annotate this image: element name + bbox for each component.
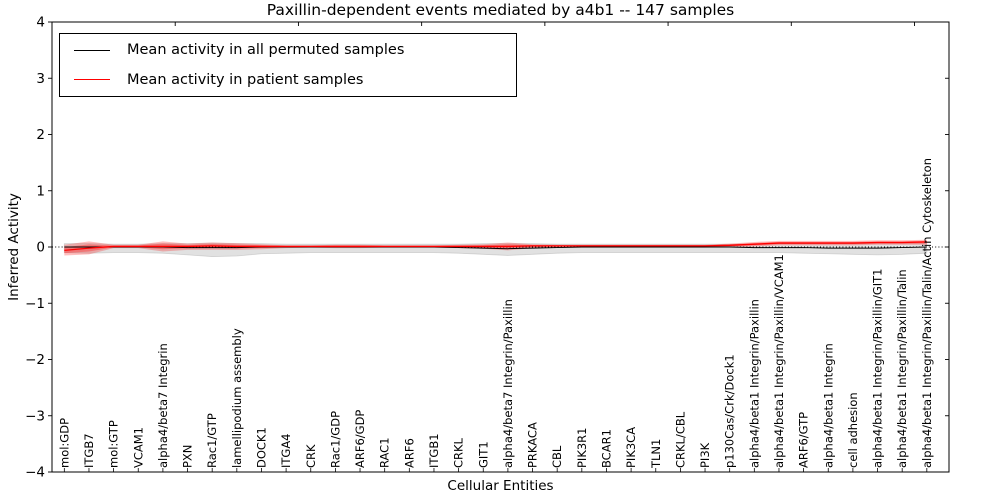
x-tick-label: PRKACA xyxy=(526,422,540,468)
x-tick-label: ITGB7 xyxy=(82,433,96,468)
x-tick-label: VCAM1 xyxy=(131,427,145,468)
x-tick-label: CRKL xyxy=(452,437,466,468)
x-tick-label: GIT1 xyxy=(476,441,490,468)
x-tick-label: ITGA4 xyxy=(279,433,293,468)
x-tick-label: lamellipodium assembly xyxy=(230,328,244,468)
x-tick-label: PIK3R1 xyxy=(575,428,589,469)
x-axis-label: Cellular Entities xyxy=(447,478,554,494)
x-tick-label: Rac1/GDP xyxy=(328,411,342,468)
x-tick-label: alpha4/beta1 Integrin/Paxillin/Talin xyxy=(895,269,909,468)
x-tick-label: PI3K xyxy=(698,442,712,468)
legend-label-permuted: Mean activity in all permuted samples xyxy=(127,42,405,59)
x-tick-label: p130Cas/Crk/Dock1 xyxy=(723,354,737,468)
y-tick-label: 1 xyxy=(36,183,45,199)
x-tick-label: ARF6/GTP xyxy=(797,412,811,468)
y-tick-label: 4 xyxy=(36,15,45,31)
x-tick-label: BCAR1 xyxy=(599,429,613,468)
x-tick-label: alpha4/beta7 Integrin/Paxillin xyxy=(501,299,515,468)
y-tick-label: 0 xyxy=(36,240,45,256)
x-tick-label: TLN1 xyxy=(649,439,663,469)
legend-line-permuted-icon xyxy=(74,49,110,51)
y-tick-label: −4 xyxy=(25,465,45,481)
legend-entry-permuted: Mean activity in all permuted samples xyxy=(60,37,516,63)
patient-band-outer xyxy=(64,239,927,256)
patient-mean-line xyxy=(64,241,927,252)
chart-title: Paxillin-dependent events mediated by a4… xyxy=(266,1,735,19)
x-tick-label: CRKL/CBL xyxy=(673,411,687,468)
legend-label-patient: Mean activity in patient samples xyxy=(127,71,364,88)
y-tick-label: −1 xyxy=(25,296,45,312)
x-tick-label: cell adhesion xyxy=(846,392,860,468)
x-tick-label: DOCK1 xyxy=(254,427,268,468)
x-tick-label: alpha4/beta1 Integrin xyxy=(821,343,835,468)
x-tick-label: Rac1/GTP xyxy=(205,413,219,468)
x-tick-label: PIK3CA xyxy=(624,427,638,468)
legend-entry-patient: Mean activity in patient samples xyxy=(60,67,516,93)
legend-line-patient-icon xyxy=(74,79,110,81)
y-tick-label: −3 xyxy=(25,408,45,424)
y-tick-label: −2 xyxy=(25,352,45,368)
x-tick-label: RAC1 xyxy=(378,437,392,468)
x-tick-label: ITGB1 xyxy=(427,433,441,468)
x-tick-label: mol:GTP xyxy=(107,420,121,468)
x-tick-label: mol:GDP xyxy=(57,418,71,468)
permuted-mean-line xyxy=(64,246,927,250)
x-tick-label: CBL xyxy=(550,445,564,468)
x-tick-label: alpha4/beta1 Integrin/Paxillin xyxy=(747,299,761,468)
x-tick-label: PXN xyxy=(181,445,195,468)
x-tick-label: alpha4/beta1 Integrin/Paxillin/Talin/Act… xyxy=(920,158,934,468)
x-tick-label: ARF6 xyxy=(402,438,416,468)
x-tick-label: alpha4/beta7 Integrin xyxy=(156,343,170,468)
legend: Mean activity in all permuted samples Me… xyxy=(59,33,517,97)
x-tick-label: ARF6/GDP xyxy=(353,410,367,468)
x-tick-label: alpha4/beta1 Integrin/Paxillin/VCAM1 xyxy=(772,254,786,468)
x-tick-label: alpha4/beta1 Integrin/Paxillin/GIT1 xyxy=(871,269,885,468)
y-tick-label: 2 xyxy=(36,127,45,143)
x-tick-label: CRK xyxy=(304,444,318,468)
y-tick-label: 3 xyxy=(36,71,45,87)
y-axis-label: Inferred Activity xyxy=(6,193,22,301)
